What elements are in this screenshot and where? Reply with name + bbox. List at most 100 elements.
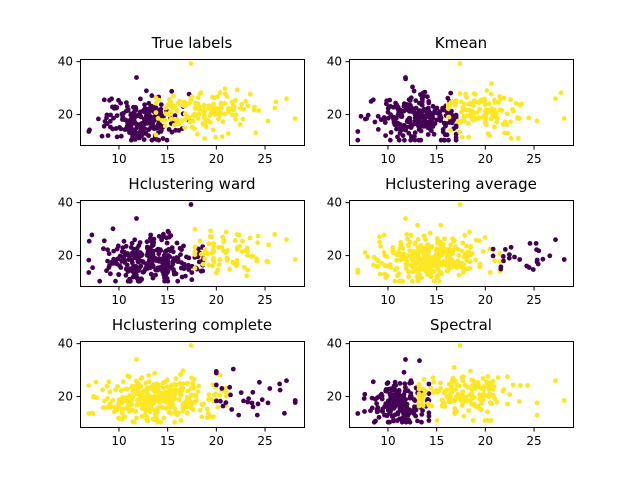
scatter-point [482,97,488,103]
scatter-point [526,265,532,270]
scatter-point [117,263,122,268]
scatter-point [126,408,132,414]
scatter-point [398,125,404,131]
scatter-point [178,252,183,257]
scatter-point [99,133,105,139]
scatter-point [187,101,192,106]
scatter-point [120,379,126,385]
scatter-point [421,376,427,382]
scatter-point [453,131,459,137]
scatter-point [483,115,489,121]
scatter-point [534,400,540,406]
scatter-point [292,116,298,121]
scatter-point [174,117,180,123]
scatter-point [426,410,432,416]
scatter-point [124,125,130,131]
scatter-point [494,119,499,125]
scatter-point [145,401,151,406]
x-tick-label: 15 [160,293,175,307]
scatter-point [146,373,152,378]
scatter-point [470,385,475,390]
scatter-point [358,113,364,119]
scatter-point [417,358,422,364]
scatter-point [422,89,428,95]
scatter-point [482,383,488,389]
axes-frame [349,341,574,428]
scatter-point [158,394,164,399]
scatter-point [463,394,469,400]
scatter-points [355,202,567,284]
scatter-point [470,418,476,423]
scatter-point [134,75,139,80]
scatter-point [150,275,156,281]
scatter-point [167,405,173,411]
scatter-point [394,126,399,132]
scatter-point [516,399,522,404]
scatter-point [471,401,477,407]
scatter-point [206,392,212,398]
scatter-point [282,410,287,416]
scatter-point [163,105,169,111]
scatter-point [139,413,145,419]
scatter-point [146,379,152,384]
scatter-point [153,272,159,278]
scatter-point [407,102,413,108]
scatter-point [374,257,380,262]
scatter-point [413,98,419,103]
scatter-point [195,95,201,100]
scatter-point [155,390,161,396]
scatter-point [250,389,256,395]
scatter-point [486,381,491,386]
scatter-point [116,97,121,103]
scatter-point [156,404,162,410]
scatter-point [504,111,510,117]
scatter-point [239,249,245,255]
scatter-point [104,383,110,389]
scatter-point [107,97,112,103]
scatter-point [553,96,558,102]
scatter-point [553,237,558,243]
scatter-point [464,94,469,100]
scatter-point [388,130,394,135]
scatter-point [195,389,201,395]
scatter-point [382,404,388,409]
scatter-point [440,126,446,132]
scatter-point [400,133,406,139]
scatter-point [129,260,135,266]
scatter-point [486,386,492,392]
y-tick-label: 40 [327,337,342,351]
scatter-point [391,118,397,123]
scatter-point [100,387,105,393]
scatter-point [525,383,531,388]
scatter-point [432,121,438,126]
scatter-point [255,233,261,239]
scatter-point [553,378,558,384]
scatter-point [474,384,480,390]
scatter-point [139,401,145,407]
scatter-point [172,113,178,118]
scatter-point [485,374,491,379]
scatter-point [113,387,119,393]
scatter-point [140,108,146,114]
scatter-point [411,249,417,255]
scatter-point [186,262,191,268]
scatter-point [115,243,121,249]
scatter-point [489,81,494,87]
scatter-point [284,378,289,384]
scatter-point [454,382,460,387]
scatter-point [192,226,198,232]
scatter-point [209,250,215,256]
scatter-point [500,388,506,394]
scatter-point [461,254,467,260]
subplot-title: Hclustering average [385,175,537,193]
scatter-point [227,384,233,390]
scatter-point [125,251,130,256]
scatter-point [171,267,176,272]
scatter-point [180,408,186,414]
x-tick-label: 20 [478,434,493,448]
scatter-point [461,413,467,419]
subplot-1: True labels 10 15 20 25 20 40 [58,34,305,166]
scatter-point [436,254,442,260]
scatter-point [120,245,126,251]
scatter-points [355,61,567,143]
